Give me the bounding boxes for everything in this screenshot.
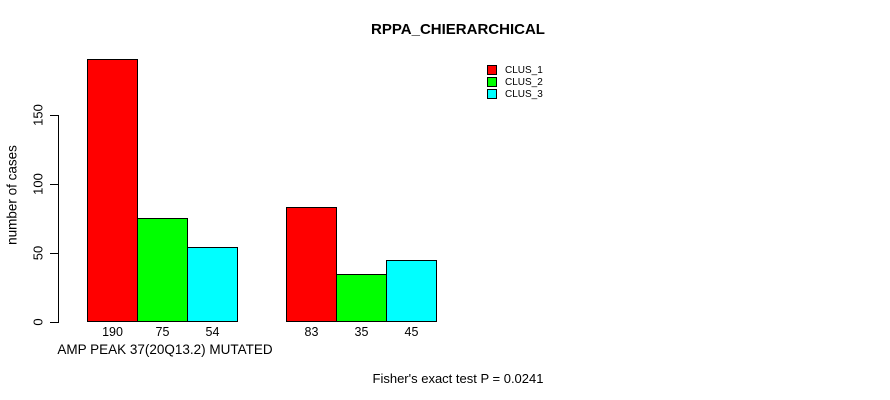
pvalue-annotation: Fisher's exact test P = 0.0241 xyxy=(372,371,544,386)
bar-clus_3-group1 xyxy=(187,247,238,322)
y-axis-tick xyxy=(50,115,58,116)
bar-value-label: 35 xyxy=(354,325,369,339)
legend-label: CLUS_2 xyxy=(505,76,543,88)
bar-clus_2-group1 xyxy=(137,218,188,322)
y-axis-tick-label: 0 xyxy=(30,318,46,326)
bar-value-label: 83 xyxy=(304,325,319,339)
bar-value-label: 75 xyxy=(155,325,170,339)
x-axis-group-label: AMP PEAK 37(20Q13.2) MUTATED xyxy=(57,342,273,357)
y-axis-tick-label: 150 xyxy=(30,104,46,126)
legend-swatch-clus_3 xyxy=(487,89,497,99)
y-axis-line xyxy=(58,115,59,323)
bar-clus_1-group2 xyxy=(286,207,337,322)
legend-label: CLUS_3 xyxy=(505,88,543,100)
bar-value-label: 190 xyxy=(102,325,123,339)
y-axis-tick xyxy=(50,253,58,254)
bar-clus_2-group2 xyxy=(336,274,387,322)
chart-title: RPPA_CHIERARCHICAL xyxy=(371,21,545,38)
legend-swatch-clus_2 xyxy=(487,77,497,87)
y-axis-tick xyxy=(50,184,58,185)
bar-clus_1-group1 xyxy=(87,59,138,322)
y-axis-tick-label: 50 xyxy=(30,245,46,261)
legend-swatch-clus_1 xyxy=(487,65,497,75)
y-axis-label: number of cases xyxy=(4,145,20,245)
legend-item-clus_2: CLUS_2 xyxy=(487,76,543,88)
bar-clus_3-group2 xyxy=(386,260,437,322)
legend-item-clus_3: CLUS_3 xyxy=(487,88,543,100)
y-axis-tick-label: 100 xyxy=(30,173,46,195)
y-axis-tick xyxy=(50,322,58,323)
bar-value-label: 54 xyxy=(205,325,220,339)
legend-item-clus_1: CLUS_1 xyxy=(487,64,543,76)
legend: CLUS_1 CLUS_2 CLUS_3 xyxy=(487,64,543,100)
bar-value-label: 45 xyxy=(404,325,419,339)
legend-label: CLUS_1 xyxy=(505,64,543,76)
